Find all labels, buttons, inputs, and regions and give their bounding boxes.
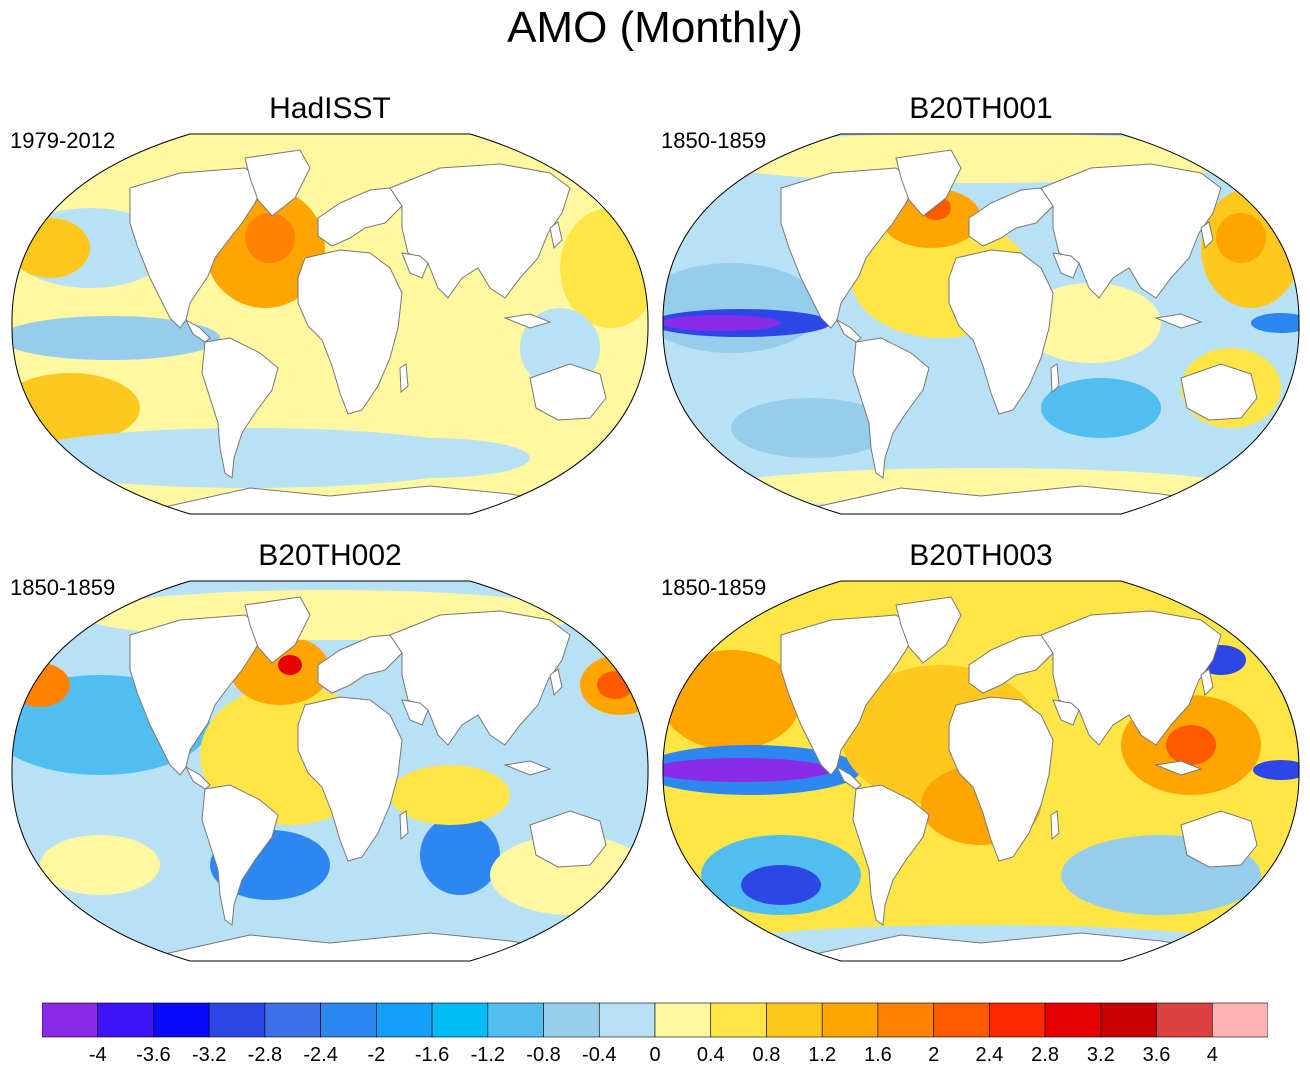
figure-title: AMO (Monthly) (507, 3, 803, 52)
colorbar-tick-label: 1.6 (864, 1044, 892, 1066)
colorbar-swatch (264, 1002, 321, 1038)
colorbar-tick-label: 2 (928, 1044, 940, 1066)
colorbar-swatch (97, 1002, 154, 1038)
colorbar-tick-label: 0.8 (752, 1044, 781, 1066)
colorbar-tick-label: 3.6 (1142, 1044, 1171, 1066)
colorbar-swatch (431, 1002, 489, 1038)
colorbar-swatch (320, 1002, 377, 1038)
colorbar-tick-label: -1.6 (414, 1044, 450, 1066)
colorbar-swatch (42, 1002, 99, 1038)
colorbar-swatches (42, 1002, 1268, 1038)
colorbar-tick-label: 3.2 (1086, 1044, 1115, 1066)
colorbar-tick-label: -0.8 (526, 1044, 561, 1066)
colorbar-tick-label: 4 (1206, 1044, 1218, 1066)
map-panel-b20th002: B20TH002 1850-1859 (10, 539, 650, 959)
panel-title: B20TH002 (258, 539, 402, 572)
colorbar-swatch (710, 1002, 767, 1038)
colorbar-tick-label: -0.4 (582, 1044, 617, 1066)
colorbar-swatch (1156, 1002, 1213, 1038)
colorbar-swatch (877, 1002, 934, 1038)
sst-anomaly-map (661, 575, 1301, 967)
panel-title: B20TH001 (909, 92, 1053, 125)
colorbar-tick-label: -2.8 (247, 1044, 283, 1066)
sst-anomaly-map (10, 128, 650, 520)
colorbar-tick-label: 0 (649, 1044, 661, 1066)
colorbar-swatch (1100, 1002, 1157, 1038)
colorbar-tick-label: -4 (88, 1044, 107, 1066)
colorbar-swatch (989, 1002, 1046, 1038)
map-panel-b20th001: B20TH001 1850-1859 (661, 92, 1301, 512)
colorbar-swatch (1044, 1002, 1102, 1038)
colorbar-tick-label: -2.4 (303, 1044, 338, 1066)
colorbar-tick-label: -1.2 (470, 1044, 506, 1066)
colorbar-swatch (933, 1002, 990, 1038)
colorbar-swatch (487, 1002, 544, 1038)
colorbar-swatch (654, 1002, 712, 1038)
colorbar-tick-label: -3.2 (191, 1044, 227, 1066)
colorbar: -4 -3.6 -3.2 -2.8 -2.4 -2 -1.6 -1.2 -0.8 -0.4 0 0.4… (42, 1002, 1268, 1072)
colorbar-swatch (543, 1002, 600, 1038)
panel-period: 1979-2012 (10, 128, 116, 153)
colorbar-swatch (598, 1002, 656, 1038)
colorbar-tick-label: 0.4 (696, 1044, 725, 1066)
colorbar-swatch (376, 1002, 433, 1038)
sst-anomaly-map (10, 575, 650, 967)
colorbar-tick-label: -3.6 (136, 1044, 171, 1066)
colorbar-swatch (766, 1002, 823, 1038)
panel-title: HadISST (269, 92, 391, 125)
panel-period: 1850-1859 (10, 575, 116, 600)
colorbar-swatch (208, 1002, 266, 1038)
map-panel-hadisst: HadISST 1979-2012 (10, 92, 650, 512)
colorbar-tick-label: 1.2 (808, 1044, 837, 1066)
colorbar-tick-label: 2.8 (1031, 1044, 1059, 1066)
colorbar-swatch (821, 1002, 879, 1038)
panel-title: B20TH003 (909, 539, 1053, 572)
sst-anomaly-map (661, 128, 1301, 520)
panel-period: 1850-1859 (661, 575, 767, 600)
panel-period: 1850-1859 (661, 128, 767, 153)
colorbar-swatch (1211, 1002, 1268, 1038)
map-panel-b20th003: B20TH003 1850-1859 (661, 539, 1301, 959)
colorbar-tick-label: 2.4 (975, 1044, 1004, 1066)
colorbar-tick-label: -2 (367, 1044, 386, 1066)
colorbar-swatch (153, 1002, 210, 1038)
